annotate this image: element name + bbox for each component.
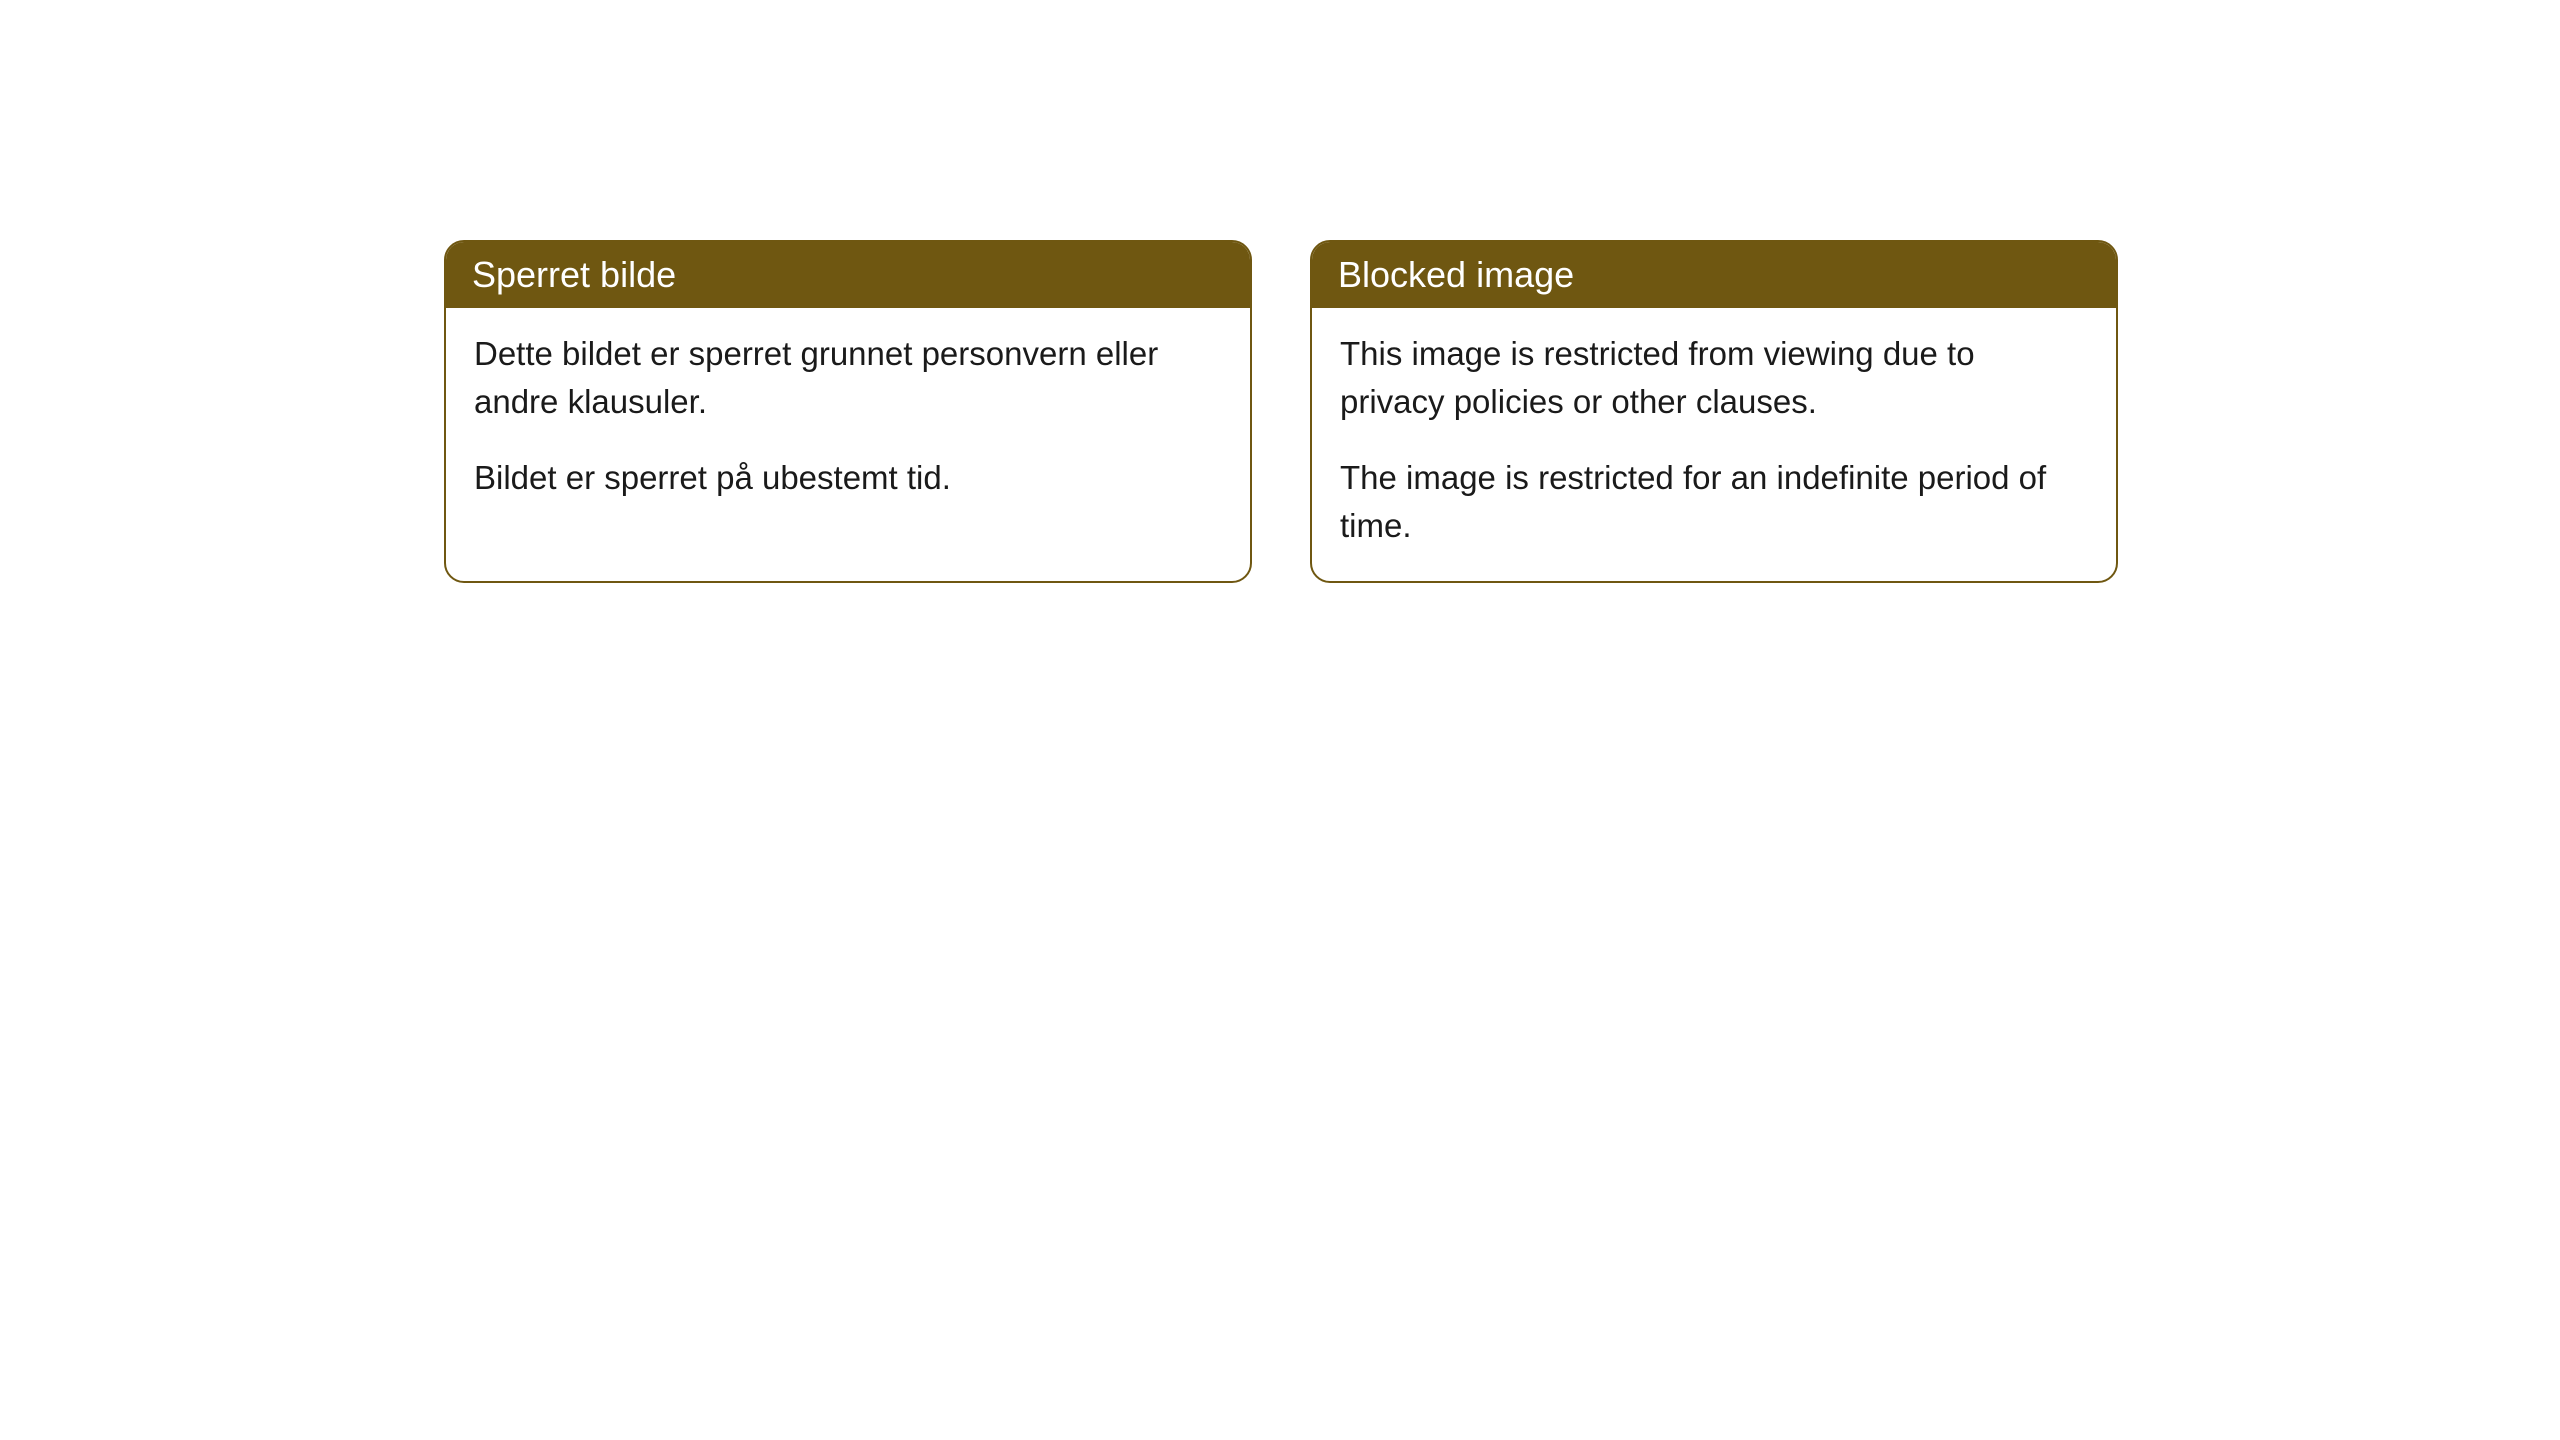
card-header-english: Blocked image	[1312, 242, 2116, 308]
cards-container: Sperret bilde Dette bildet er sperret gr…	[444, 240, 2560, 583]
card-english: Blocked image This image is restricted f…	[1310, 240, 2118, 583]
card-paragraph-2-english: The image is restricted for an indefinit…	[1340, 454, 2088, 550]
card-norwegian: Sperret bilde Dette bildet er sperret gr…	[444, 240, 1252, 583]
card-paragraph-1-english: This image is restricted from viewing du…	[1340, 330, 2088, 426]
card-body-english: This image is restricted from viewing du…	[1312, 308, 2116, 581]
card-paragraph-2-norwegian: Bildet er sperret på ubestemt tid.	[474, 454, 1222, 502]
card-header-norwegian: Sperret bilde	[446, 242, 1250, 308]
card-body-norwegian: Dette bildet er sperret grunnet personve…	[446, 308, 1250, 534]
card-paragraph-1-norwegian: Dette bildet er sperret grunnet personve…	[474, 330, 1222, 426]
